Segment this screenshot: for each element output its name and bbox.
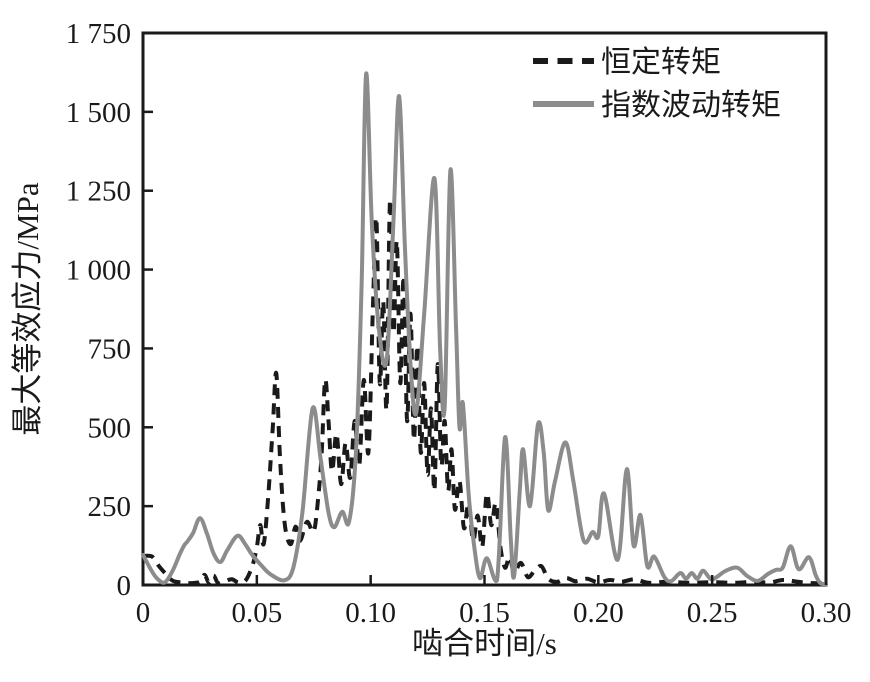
y-axis-tick-label: 1 500 — [66, 97, 131, 129]
x-axis-title: 啮合时间/s — [412, 626, 557, 661]
legend-item-1: 指数波动转矩 — [533, 89, 781, 122]
x-axis-tick-label: 0.25 — [687, 597, 738, 629]
x-axis-tick-label: 0 — [136, 597, 151, 629]
legend-label-1: 指数波动转矩 — [601, 89, 781, 122]
y-axis-tick-label: 1 000 — [66, 255, 131, 287]
y-axis-tick-label: 1 250 — [66, 176, 131, 208]
y-axis-tick-label: 250 — [88, 491, 132, 523]
legend-item-0: 恒定转矩 — [533, 46, 721, 79]
x-axis-tick-label: 0.05 — [231, 597, 282, 629]
y-axis-title: 最大等效应力/MPa — [10, 182, 45, 435]
legend-label-0: 恒定转矩 — [601, 46, 721, 79]
x-axis-tick-label: 0.10 — [345, 597, 396, 629]
series-group — [141, 71, 828, 587]
x-axis-tick-label: 0.30 — [801, 597, 852, 629]
series-line-0 — [142, 197, 827, 586]
x-axis-tick-label: 0.15 — [459, 597, 510, 629]
series-line-1 — [141, 71, 828, 587]
y-axis-tick-label: 0 — [117, 570, 132, 602]
y-axis-tick-label: 500 — [88, 412, 132, 444]
y-axis-tick-label: 1 750 — [66, 18, 131, 50]
x-axis-tick-label: 0.20 — [573, 597, 624, 629]
y-axis-tick-label: 750 — [88, 333, 132, 365]
